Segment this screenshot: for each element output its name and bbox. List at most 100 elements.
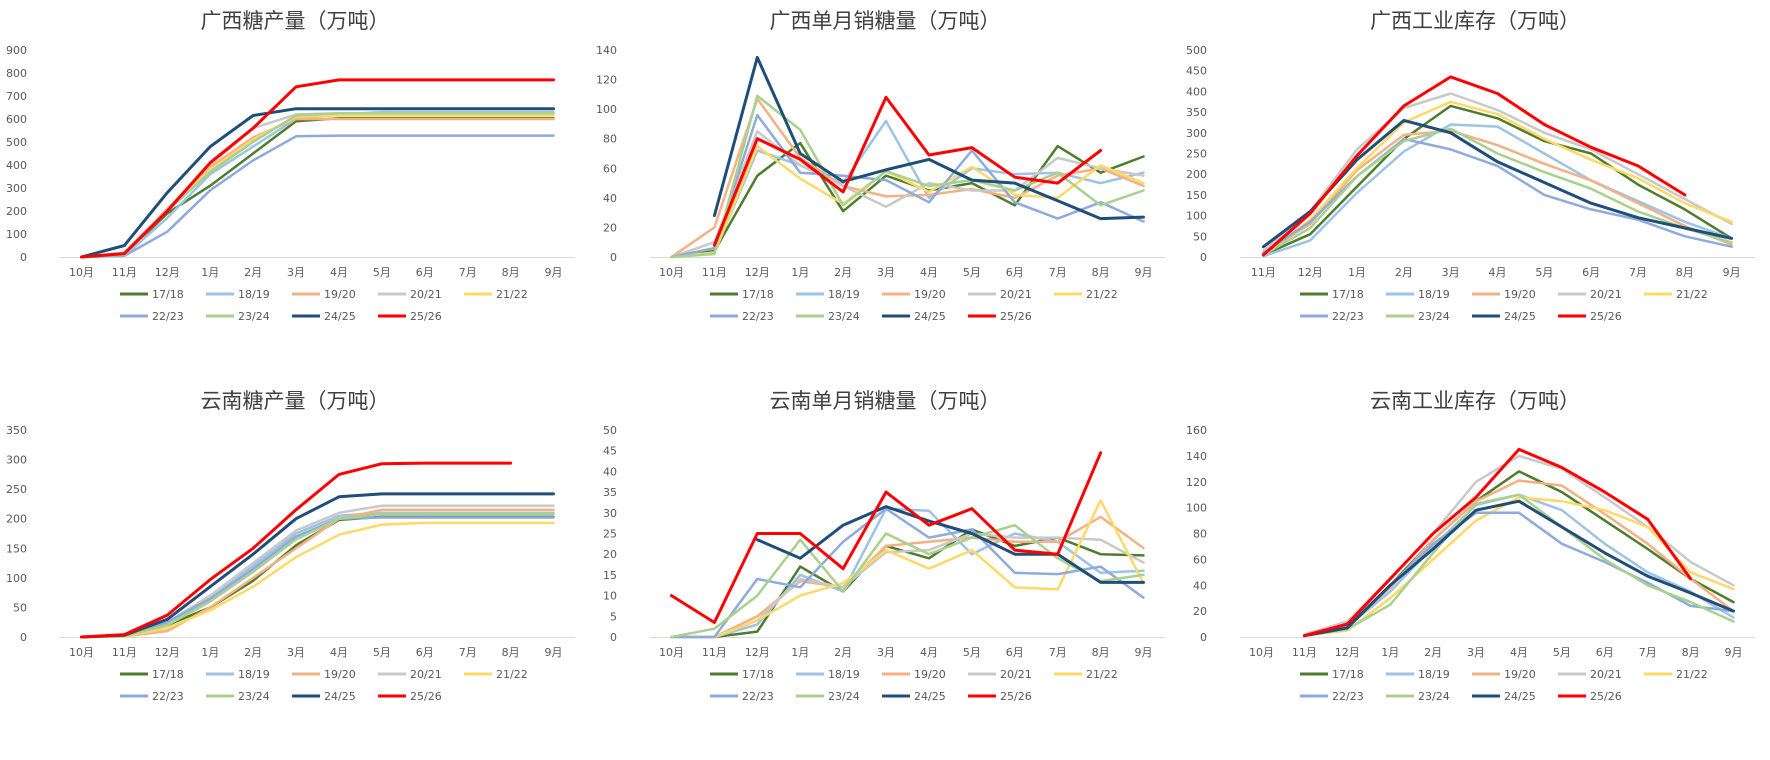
legend-label: 19/20	[324, 668, 356, 681]
x-tick-label: 9月	[1725, 646, 1743, 659]
legend-label: 17/18	[1332, 668, 1364, 681]
series-line-22-23	[80, 134, 555, 259]
legend-label: 25/26	[1000, 310, 1032, 323]
legend-label: 22/23	[152, 310, 184, 323]
x-tick-label: 2月	[244, 266, 262, 279]
y-tick-label: 120	[1186, 476, 1207, 489]
x-tick-label: 3月	[1467, 646, 1485, 659]
series-line-22-23	[670, 507, 1145, 639]
x-tick-label: 3月	[877, 266, 895, 279]
y-tick-label: 45	[603, 445, 617, 458]
y-tick-label: 30	[603, 507, 617, 520]
x-tick-label: 10月	[659, 266, 684, 279]
chart-title: 广西单月销糖量（万吨）	[770, 9, 1001, 33]
x-tick-label: 1月	[1381, 646, 1399, 659]
legend-label: 22/23	[1332, 310, 1364, 323]
x-tick-label: 7月	[1639, 646, 1657, 659]
series-line-25-26	[80, 78, 555, 259]
x-tick-label: 5月	[373, 266, 391, 279]
x-tick-label: 4月	[330, 646, 348, 659]
chart-panel-yunnan-inventory: 云南工业库存（万吨） 0 20 40 60 80 100 120 140 160 10月 11月 12月…	[1180, 380, 1770, 760]
series-line-20-21	[670, 130, 1145, 259]
x-tick-label: 6月	[416, 646, 434, 659]
chart-title: 云南糖产量（万吨）	[201, 389, 390, 413]
series-line-22-23	[80, 516, 555, 639]
x-tick-label: 7月	[459, 266, 477, 279]
x-tick-label: 11月	[1251, 266, 1276, 279]
series-line-17-18	[1262, 104, 1733, 257]
y-tick-label: 60	[603, 162, 617, 175]
y-tick-label: 600	[6, 113, 27, 126]
y-tick-label: 500	[6, 136, 27, 149]
y-tick-label: 250	[6, 483, 27, 496]
y-tick-label: 0	[20, 251, 27, 264]
series-line-21-22	[670, 499, 1145, 639]
series-line-19-20	[1303, 479, 1735, 637]
series-line-22-23	[670, 113, 1145, 259]
x-tick-label: 10月	[69, 646, 94, 659]
series-line-24-25	[1302, 499, 1735, 638]
x-tick-label: 12月	[745, 266, 770, 279]
chart-yunnan-inventory: 云南工业库存（万吨） 0 20 40 60 80 100 120 140 160 10月 11月 12月…	[1186, 389, 1755, 703]
x-tick-label: 2月	[1395, 266, 1413, 279]
series-line-23-24	[670, 523, 1145, 639]
y-tick-label: 400	[6, 159, 27, 172]
legend-label: 24/25	[1504, 310, 1536, 323]
y-tick-label: 50	[603, 424, 617, 437]
y-tick-label: 450	[1186, 65, 1207, 78]
x-tick-label: 11月	[1292, 646, 1317, 659]
y-tick-label: 200	[1186, 168, 1207, 181]
legend-label: 23/24	[238, 310, 270, 323]
y-tick-label: 140	[596, 44, 617, 57]
legend-label: 25/26	[1590, 690, 1622, 703]
legend-label: 20/21	[1000, 668, 1032, 681]
x-tick-label: 3月	[287, 266, 305, 279]
legend-label: 22/23	[1332, 690, 1364, 703]
series-line-18-19	[1262, 123, 1733, 258]
y-tick-label: 100	[6, 228, 27, 241]
y-tick-label: 25	[603, 528, 617, 541]
y-tick-label: 150	[1186, 189, 1207, 202]
x-tick-label: 12月	[745, 646, 770, 659]
x-tick-label: 5月	[1535, 266, 1553, 279]
x-tick-label: 6月	[1596, 646, 1614, 659]
x-tick-label: 10月	[69, 266, 94, 279]
y-tick-label: 300	[6, 454, 27, 467]
y-tick-label: 80	[603, 133, 617, 146]
x-tick-label: 9月	[545, 646, 563, 659]
legend-label: 19/20	[324, 288, 356, 301]
series-line-24-25	[80, 492, 555, 639]
legend-label: 25/26	[1000, 690, 1032, 703]
x-tick-label: 11月	[702, 266, 727, 279]
chart-guangxi-inventory: 广西工业库存（万吨） 0 50 100 150 200 250 300 350 400 450 500…	[1186, 9, 1755, 323]
x-tick-label: 9月	[1135, 646, 1153, 659]
legend-label: 23/24	[828, 690, 860, 703]
legend-label: 17/18	[742, 668, 774, 681]
legend-label: 20/21	[1590, 288, 1622, 301]
legend-label: 19/20	[1504, 668, 1536, 681]
legend-label: 19/20	[1504, 288, 1536, 301]
x-tick-label: 12月	[1298, 266, 1323, 279]
legend-label: 18/19	[1418, 288, 1450, 301]
series-line-21-22	[80, 521, 555, 639]
y-tick-label: 400	[1186, 85, 1207, 98]
y-tick-label: 350	[1186, 106, 1207, 119]
y-tick-label: 15	[603, 569, 617, 582]
y-tick-label: 10	[603, 590, 617, 603]
chart-title: 广西工业库存（万吨）	[1370, 9, 1580, 33]
chart-title: 云南工业库存（万吨）	[1370, 389, 1580, 413]
legend-label: 19/20	[914, 668, 946, 681]
x-tick-label: 1月	[791, 266, 809, 279]
chart-guangxi-monthly-sales: 广西单月销糖量（万吨） 0 20 40 60 80 100 120 140 10月 11月 12月 1月…	[596, 9, 1165, 323]
chart-yunnan-monthly-sales: 云南单月销糖量（万吨） 0 5 10 15 20 25 30 35 40 45 50 10月 11月 12月…	[603, 389, 1165, 703]
chart-panel-guangxi-production: 广西糖产量（万吨） 0 100 200 300 400 500 600 700 800 900 10月…	[0, 0, 590, 380]
y-tick-label: 0	[610, 631, 617, 644]
y-tick-label: 900	[6, 44, 27, 57]
legend-label: 24/25	[914, 310, 946, 323]
y-tick-label: 20	[1193, 605, 1207, 618]
series-line-23-24	[1262, 127, 1733, 257]
x-tick-label: 3月	[877, 646, 895, 659]
y-tick-label: 0	[610, 251, 617, 264]
legend-label: 20/21	[410, 288, 442, 301]
